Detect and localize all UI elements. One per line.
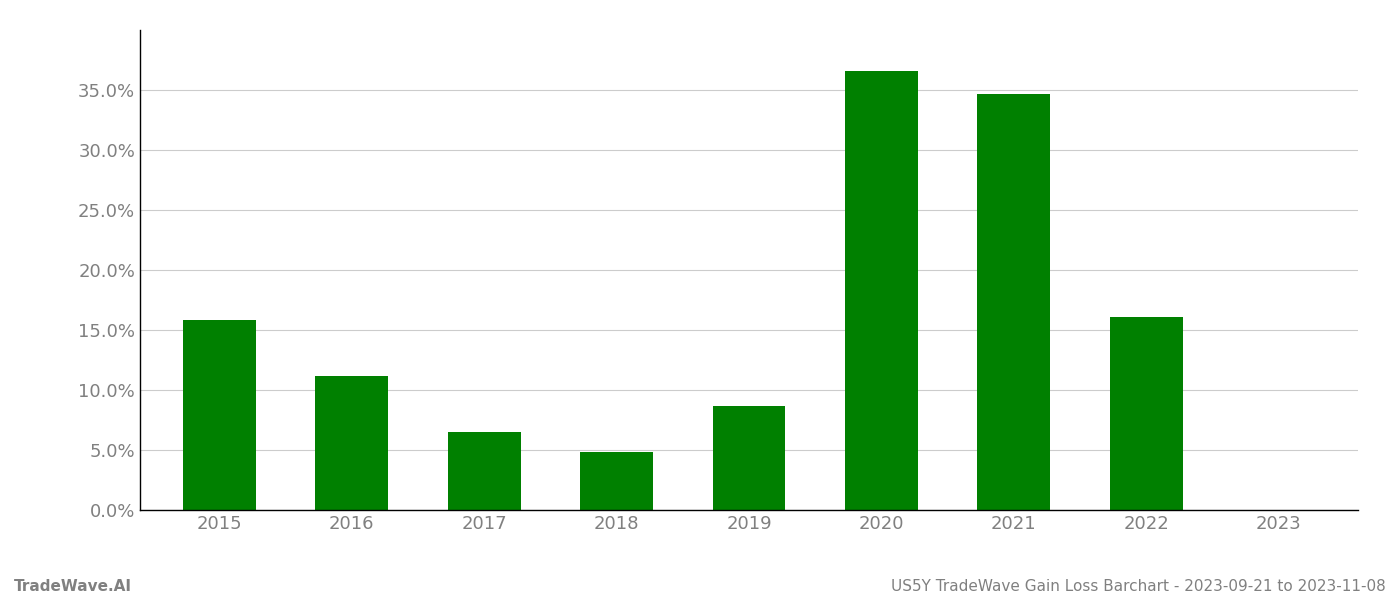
- Text: US5Y TradeWave Gain Loss Barchart - 2023-09-21 to 2023-11-08: US5Y TradeWave Gain Loss Barchart - 2023…: [892, 579, 1386, 594]
- Bar: [315, 376, 388, 510]
- Text: TradeWave.AI: TradeWave.AI: [14, 579, 132, 594]
- Bar: [713, 406, 785, 510]
- Bar: [977, 94, 1050, 510]
- Bar: [448, 432, 521, 510]
- Bar: [846, 71, 918, 510]
- Bar: [1110, 317, 1183, 510]
- Bar: [580, 452, 652, 510]
- Bar: [183, 320, 256, 510]
